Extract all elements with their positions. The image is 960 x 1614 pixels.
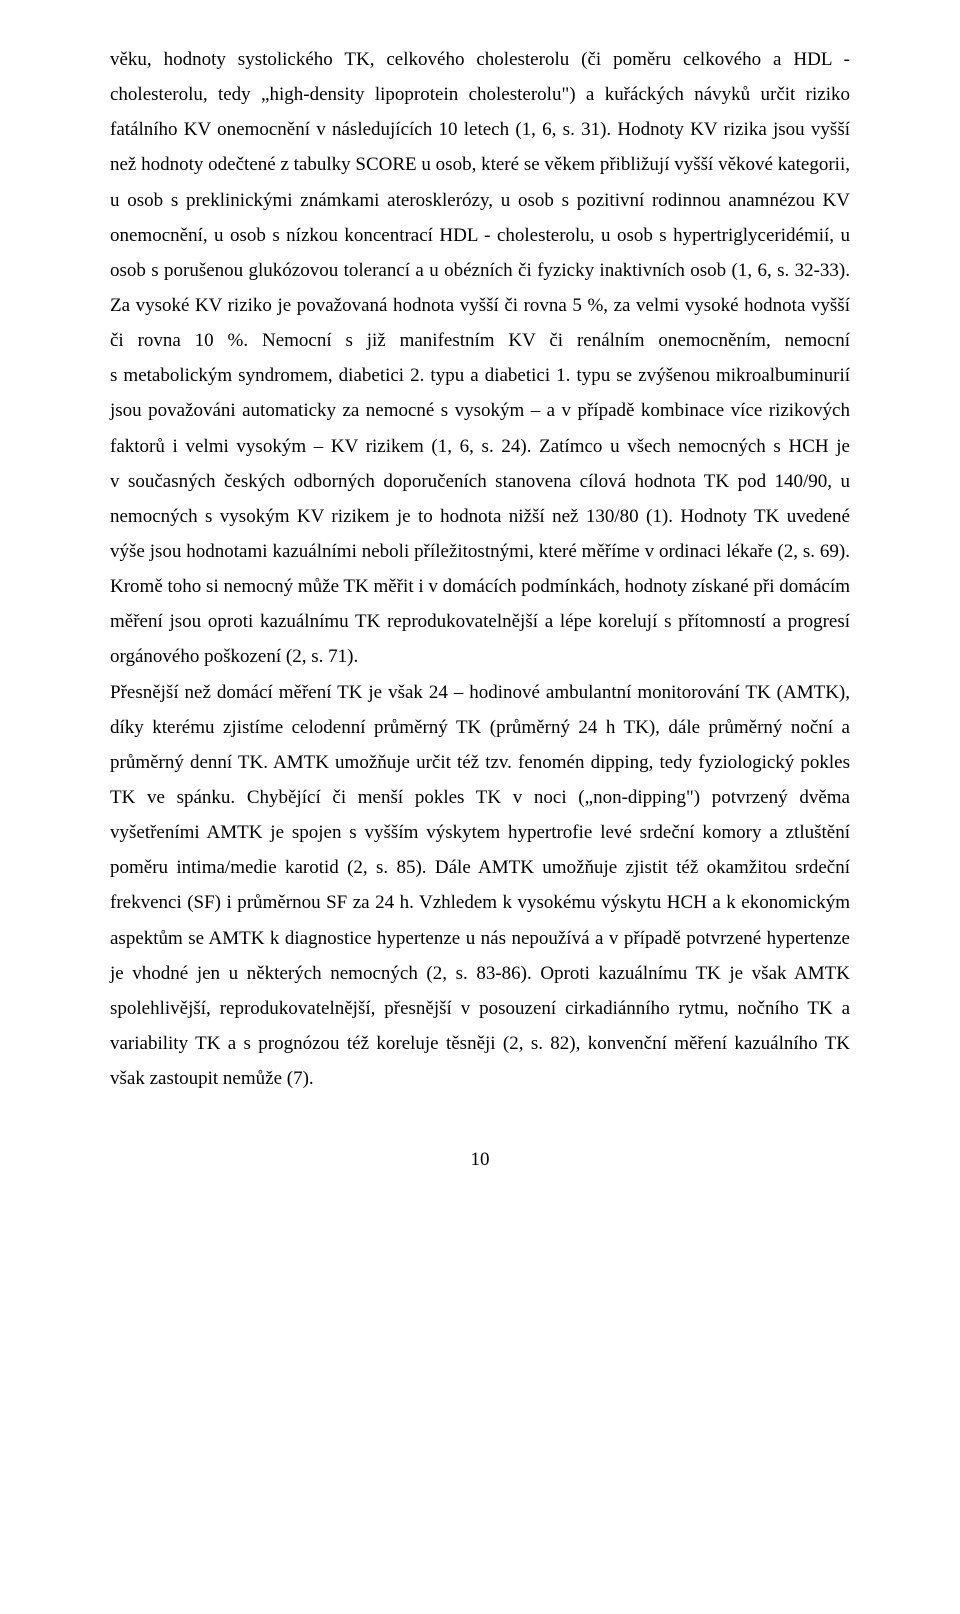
- body-paragraph-1: věku, hodnoty systolického TK, celkového…: [110, 42, 850, 675]
- document-page: věku, hodnoty systolického TK, celkového…: [0, 0, 960, 1614]
- body-paragraph-2: Přesnější než domácí měření TK je však 2…: [110, 675, 850, 1097]
- page-number: 10: [110, 1142, 850, 1177]
